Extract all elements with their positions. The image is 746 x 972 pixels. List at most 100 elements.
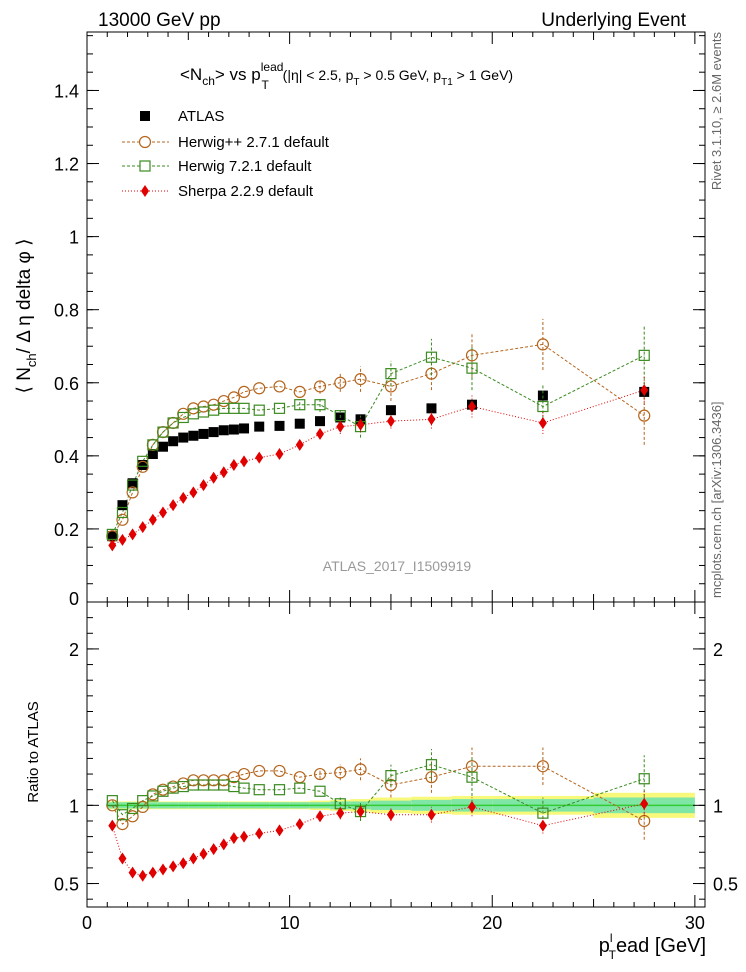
data-point-sherpa-2-2-9-default: [255, 827, 264, 840]
data-point-herwig-7-2-1-default: [116, 506, 129, 519]
y-tick-label: 0.6: [54, 374, 79, 394]
data-point-atlas: [188, 430, 199, 441]
data-point-sherpa-2-2-9-default: [386, 808, 395, 821]
data-point-herwig-2-7-1-default: [253, 382, 266, 395]
y-tick-label-right: 0.5: [713, 875, 738, 895]
data-point-herwig-2-7-1-default: [237, 767, 251, 781]
data-point-sherpa-2-2-9-default: [179, 491, 188, 504]
data-point-herwig-2-7-1-default: [425, 771, 438, 784]
legend-item-herwig7: Herwig 7.2.1 default: [122, 158, 312, 175]
y-tick-label: 0.8: [54, 301, 79, 321]
data-point-herwig-7-2-1-default: [385, 770, 397, 782]
data-point-sherpa-2-2-9-default: [199, 479, 208, 492]
y-tick-label: 1.4: [54, 81, 79, 101]
data-point-herwig-2-7-1-default: [237, 385, 251, 399]
data-point-herwig-7-2-1-default: [425, 759, 438, 771]
data-point-atlas: [107, 531, 118, 542]
data-point-sherpa-2-2-9-default: [199, 847, 208, 860]
legend-label-herwigpp: Herwig++ 2.7.1 default: [178, 134, 330, 151]
data-point-atlas: [127, 478, 138, 489]
y-tick-label: 0.2: [54, 520, 79, 540]
data-point-sherpa-2-2-9-default: [158, 863, 167, 876]
data-point-herwig-7-2-1-default: [638, 349, 650, 361]
energy-label: 13000 GeV pp: [98, 10, 221, 31]
data-point-sherpa-2-2-9-default: [118, 533, 127, 546]
data-point-herwig-7-2-1-default: [314, 785, 326, 797]
data-point-herwig-7-2-1-default: [157, 426, 169, 438]
data-point-herwig-2-7-1-default: [273, 764, 286, 778]
data-point-herwig-7-2-1-default: [537, 400, 549, 413]
data-point-sherpa-2-2-9-default: [138, 869, 147, 882]
data-point-sherpa-2-2-9-default: [275, 824, 284, 837]
data-point-herwig-7-2-1-default: [126, 479, 139, 491]
data-point-sherpa-2-2-9-default: [128, 528, 137, 541]
legend-item-sherpa: Sherpa 2.2.9 default: [122, 183, 314, 200]
data-point-atlas: [117, 500, 128, 511]
data-point-sherpa-2-2-9-default: [158, 506, 167, 519]
data-point-sherpa-2-2-9-default: [148, 866, 157, 879]
data-point-sherpa-2-2-9-default: [240, 830, 249, 843]
data-point-atlas: [254, 421, 265, 432]
data-point-sherpa-2-2-9-default: [148, 513, 157, 526]
data-point-herwig-2-7-1-default: [116, 818, 129, 831]
data-point-atlas: [239, 423, 250, 434]
data-point-sherpa-2-2-9-default: [108, 819, 117, 832]
data-point-sherpa-2-2-9-default: [128, 866, 137, 879]
data-point-sherpa-2-2-9-default: [169, 860, 178, 873]
data-point-sherpa-2-2-9-default: [316, 427, 325, 440]
data-point-sherpa-2-2-9-default: [138, 521, 147, 534]
data-point-herwig-7-2-1-default: [116, 809, 129, 821]
data-point-sherpa-2-2-9-default: [640, 384, 649, 397]
y-tick-label: 2: [69, 640, 79, 660]
series-line-herwig-2-7-1-default: [111, 343, 645, 537]
data-point-sherpa-2-2-9-default: [336, 420, 345, 433]
data-point-atlas: [218, 425, 229, 436]
y-axis-label-main: ⟨ Nch/ Δ η delta φ ⟩: [14, 239, 39, 394]
data-point-sherpa-2-2-9-default: [356, 805, 365, 818]
data-point-atlas: [274, 420, 285, 431]
y-tick-label: 1.2: [54, 155, 79, 175]
data-point-atlas: [168, 436, 179, 447]
data-point-sherpa-2-2-9-default: [108, 539, 117, 552]
data-point-herwig-2-7-1-default: [334, 766, 347, 779]
y-tick-label-right: 2: [713, 640, 723, 660]
data-point-herwig-7-2-1-default: [638, 773, 650, 785]
data-point-sherpa-2-2-9-default: [295, 818, 304, 831]
data-point-sherpa-2-2-9-default: [179, 857, 188, 870]
data-point-herwig-2-7-1-default: [638, 409, 651, 422]
data-point-atlas: [137, 459, 148, 470]
data-point-sherpa-2-2-9-default: [169, 499, 178, 512]
data-point-sherpa-2-2-9-default: [427, 413, 436, 426]
mcplots-label: mcplots.cern.ch [arXiv:1306.3436]: [709, 401, 724, 598]
data-point-herwig-2-7-1-default: [126, 810, 139, 823]
data-point-sherpa-2-2-9-default: [219, 838, 228, 851]
data-point-atlas: [228, 424, 239, 435]
y-tick-label-right: 1: [713, 796, 723, 816]
data-point-sherpa-2-2-9-default: [467, 800, 476, 813]
data-point-sherpa-2-2-9-default: [538, 416, 547, 429]
data-point-herwig-7-2-1-default: [137, 455, 149, 467]
data-point-herwig-2-7-1-default: [313, 767, 327, 781]
data-point-sherpa-2-2-9-default: [336, 807, 345, 820]
data-point-atlas: [198, 428, 209, 439]
data-point-herwig-2-7-1-default: [126, 486, 139, 499]
legend-item-herwigpp: Herwig++ 2.7.1 default: [122, 134, 330, 151]
ratio-panel: 0 10 20 30 0.5 0.5 1 1 2 2 Ratio to ATLAS: [25, 601, 738, 933]
data-point-sherpa-2-2-9-default: [209, 471, 218, 484]
x-tick-label: 10: [280, 913, 300, 933]
legend-item-atlas: ATLAS: [140, 108, 224, 125]
data-point-sherpa-2-2-9-default: [316, 810, 325, 823]
legend-marker-herwig7: [139, 160, 151, 172]
data-point-herwig-2-7-1-default: [536, 338, 550, 351]
data-point-herwig-7-2-1-default: [253, 404, 265, 416]
data-point-sherpa-2-2-9-default: [189, 852, 198, 865]
x-tick-label: 20: [482, 913, 502, 933]
data-point-herwig-2-7-1-default: [313, 380, 327, 393]
data-point-sherpa-2-2-9-default: [386, 415, 395, 428]
data-point-herwig-2-7-1-default: [253, 764, 266, 778]
data-point-herwig-7-2-1-default: [314, 399, 326, 411]
x-tick-label: 0: [82, 913, 92, 933]
legend: ATLAS Herwig++ 2.7.1 default Herwig 7.2.…: [122, 108, 330, 200]
data-point-herwig-7-2-1-default: [466, 771, 478, 783]
